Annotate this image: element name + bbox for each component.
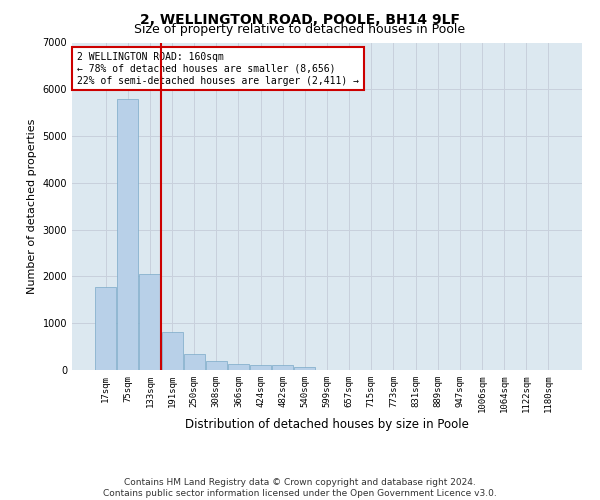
Bar (206, 361, 227, 370)
Bar (139, 274, 160, 370)
Bar (161, 332, 182, 370)
Text: Contains HM Land Registry data © Crown copyright and database right 2024.
Contai: Contains HM Land Registry data © Crown c… (103, 478, 497, 498)
Bar (250, 365, 271, 370)
Bar (228, 364, 249, 370)
X-axis label: Distribution of detached houses by size in Poole: Distribution of detached houses by size … (185, 418, 469, 431)
Text: Size of property relative to detached houses in Poole: Size of property relative to detached ho… (134, 24, 466, 36)
Bar (95, 286, 116, 370)
Y-axis label: Number of detached properties: Number of detached properties (27, 118, 37, 294)
Text: 2, WELLINGTON ROAD, POOLE, BH14 9LF: 2, WELLINGTON ROAD, POOLE, BH14 9LF (140, 12, 460, 26)
Bar (295, 366, 316, 370)
Bar (184, 354, 205, 370)
Bar (118, 98, 139, 370)
Text: 2 WELLINGTON ROAD: 160sqm
← 78% of detached houses are smaller (8,656)
22% of se: 2 WELLINGTON ROAD: 160sqm ← 78% of detac… (77, 52, 359, 86)
Bar (272, 366, 293, 370)
